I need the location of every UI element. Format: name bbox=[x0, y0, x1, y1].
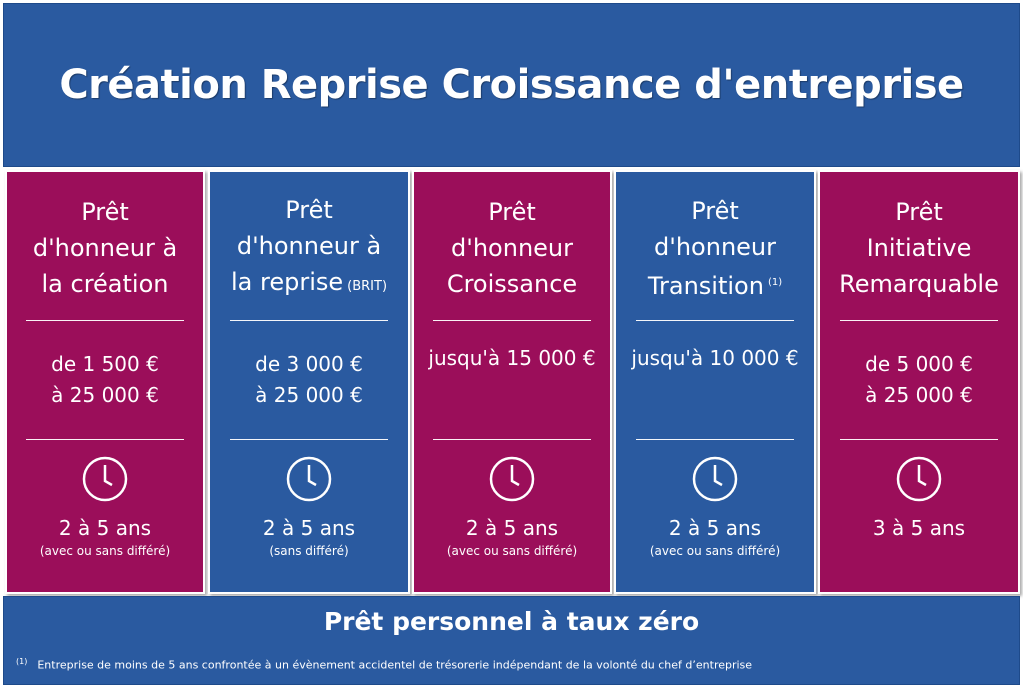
amount-line: à 25 000 € bbox=[865, 383, 973, 407]
card-title-line: la création bbox=[41, 270, 169, 298]
divider bbox=[433, 439, 591, 440]
footnote-text: Entreprise de moins de 5 ans confrontée … bbox=[37, 658, 753, 672]
footnote-mark: (1) bbox=[16, 657, 28, 666]
loan-condition: (avec ou sans différé) bbox=[649, 544, 781, 558]
card-pret-honneur-creation: Prêt d'honneur à la création de 1 500 € … bbox=[5, 170, 205, 594]
clock-icon bbox=[488, 450, 536, 508]
card-title-line: Initiative bbox=[866, 234, 972, 262]
divider bbox=[840, 439, 998, 440]
clock-icon bbox=[285, 450, 333, 508]
amount-line: de 3 000 € bbox=[255, 352, 363, 376]
card-title-text: Transition bbox=[647, 271, 764, 300]
amount-line: jusqu'à 15 000 € bbox=[428, 346, 596, 370]
card-title-line: d'honneur bbox=[451, 234, 573, 262]
card-title: Prêt d'honneur Transition (1) bbox=[616, 172, 814, 320]
loan-duration: 3 à 5 ans bbox=[872, 516, 966, 540]
card-title-line: d'honneur à bbox=[32, 234, 178, 262]
card-title-line: Prêt bbox=[81, 198, 129, 226]
clock-icon bbox=[895, 450, 943, 508]
card-title-line: d'honneur bbox=[654, 232, 776, 261]
card-pret-initiative-remarquable: Prêt Initiative Remarquable de 5 000 € à… bbox=[818, 170, 1020, 594]
card-title-line: Transition (1) bbox=[648, 265, 782, 304]
card-title-line: Remarquable bbox=[839, 270, 999, 298]
loan-duration: 2 à 5 ans bbox=[668, 516, 762, 540]
card-title: Prêt d'honneur à la reprise (BRIT) bbox=[210, 172, 408, 320]
loan-amount: de 3 000 € à 25 000 € bbox=[210, 321, 408, 439]
amount-line: de 5 000 € bbox=[865, 352, 973, 376]
card-title-text: la reprise bbox=[230, 267, 344, 296]
card-title-line: Prêt bbox=[691, 196, 739, 225]
footnote-ref: (1) bbox=[767, 276, 783, 288]
card-pret-honneur-transition: Prêt d'honneur Transition (1) jusqu'à 10 … bbox=[614, 170, 816, 594]
divider bbox=[840, 320, 998, 321]
loan-duration: 2 à 5 ans bbox=[58, 516, 152, 540]
card-title: Prêt d'honneur à la création bbox=[7, 172, 203, 320]
card-pret-honneur-reprise: Prêt d'honneur à la reprise (BRIT) de 3 0… bbox=[208, 170, 410, 594]
header-banner: Création Reprise Croissance d'entreprise bbox=[3, 3, 1020, 167]
amount-line: à 25 000 € bbox=[255, 383, 363, 407]
divider bbox=[433, 320, 591, 321]
divider bbox=[230, 320, 388, 321]
amount-line: jusqu'à 10 000 € bbox=[631, 346, 799, 370]
loan-amount: de 1 500 € à 25 000 € bbox=[7, 321, 203, 439]
clock-icon bbox=[81, 450, 129, 508]
loan-condition: (avec ou sans différé) bbox=[446, 544, 578, 558]
card-title: Prêt Initiative Remarquable bbox=[820, 172, 1018, 320]
brit-tag: (BRIT) bbox=[347, 278, 388, 294]
loan-condition: (avec ou sans différé) bbox=[39, 544, 171, 558]
divider bbox=[230, 439, 388, 440]
loan-amount: jusqu'à 10 000 € bbox=[616, 321, 814, 439]
divider bbox=[26, 439, 184, 440]
divider bbox=[636, 320, 794, 321]
loan-amount: de 5 000 € à 25 000 € bbox=[820, 321, 1018, 439]
loan-condition: (sans différé) bbox=[269, 544, 349, 558]
divider bbox=[636, 439, 794, 440]
card-title-line: la reprise (BRIT) bbox=[231, 264, 387, 305]
loan-amount: jusqu'à 15 000 € bbox=[414, 321, 610, 439]
amount-line: à 25 000 € bbox=[51, 383, 159, 407]
card-title-line: Croissance bbox=[446, 270, 578, 298]
card-title-line: Prêt bbox=[895, 198, 943, 226]
card-pret-honneur-croissance: Prêt d'honneur Croissance jusqu'à 15 000… bbox=[412, 170, 612, 594]
card-title-line: d'honneur à bbox=[236, 231, 382, 260]
card-title-line: Prêt bbox=[285, 195, 333, 224]
card-title-line: Prêt bbox=[488, 198, 536, 226]
amount-line: de 1 500 € bbox=[51, 352, 159, 376]
loan-duration: 2 à 5 ans bbox=[262, 516, 356, 540]
page-title: Création Reprise Croissance d'entreprise bbox=[59, 62, 964, 108]
footer-banner: Prêt personnel à taux zéro (1) Entreprise… bbox=[3, 596, 1020, 685]
footer-title: Prêt personnel à taux zéro bbox=[323, 607, 700, 636]
loan-duration: 2 à 5 ans bbox=[465, 516, 559, 540]
clock-icon bbox=[691, 450, 739, 508]
divider bbox=[26, 320, 184, 321]
footnote: (1) Entreprise de moins de 5 ans confront… bbox=[16, 657, 752, 672]
card-title: Prêt d'honneur Croissance bbox=[414, 172, 610, 320]
